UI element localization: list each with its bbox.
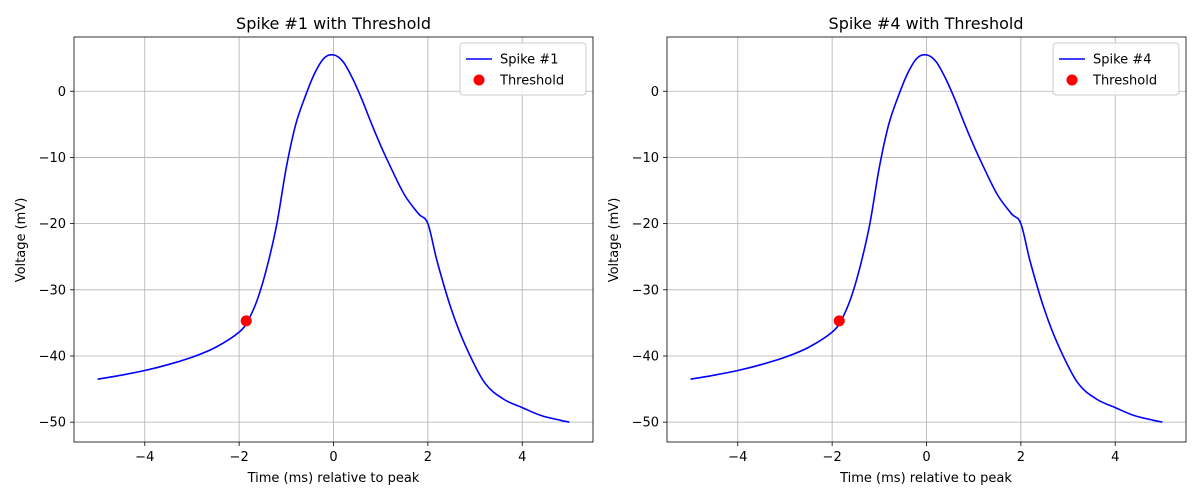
x-axis-label: Time (ms) relative to peak [247, 471, 420, 486]
legend-box [1052, 42, 1180, 96]
grid [667, 37, 1186, 442]
x-axis-label: Time (ms) relative to peak [839, 471, 1012, 486]
series-line [97, 53, 570, 423]
chart-title: Spike #1 with Threshold [236, 14, 431, 33]
chart-title: Spike #4 with Threshold [829, 14, 1024, 33]
x-axis-ticks: −4 −2 0 2 4 [135, 442, 526, 465]
y-tick-label: −10 [39, 151, 66, 166]
x-tick-label: −4 [728, 450, 747, 465]
plot-area [690, 53, 1163, 423]
x-tick-label: 4 [1111, 450, 1119, 465]
y-tick-label: 0 [651, 85, 659, 100]
y-axis-label: Voltage (mV) [607, 198, 622, 283]
x-tick-label: 0 [329, 450, 337, 465]
grid [74, 37, 593, 442]
legend-box [459, 42, 587, 96]
y-axis-label: Voltage (mV) [14, 198, 29, 283]
series-line [690, 53, 1163, 423]
y-axis-ticks: 0 −10 −20 −30 −40 −50 [39, 85, 74, 431]
legend-label: Threshold [1092, 74, 1157, 89]
y-tick-label: −20 [39, 217, 66, 232]
x-tick-label: −2 [230, 450, 249, 465]
legend: Spike #4 Threshold [1052, 42, 1180, 96]
y-axis-ticks: 0 −10 −20 −30 −40 −50 [632, 85, 667, 431]
legend-label: Threshold [499, 74, 564, 89]
x-tick-label: 2 [424, 450, 432, 465]
x-tick-label: −4 [135, 450, 154, 465]
x-axis-ticks: −4 −2 0 2 4 [728, 442, 1119, 465]
threshold-point [240, 315, 252, 327]
y-tick-label: −40 [39, 349, 66, 364]
y-tick-label: −40 [632, 349, 659, 364]
x-tick-label: −2 [823, 450, 842, 465]
y-tick-label: −50 [39, 416, 66, 431]
legend: Spike #1 Threshold [459, 42, 587, 96]
plot-area [97, 53, 570, 423]
y-tick-label: −10 [632, 151, 659, 166]
legend-label: Spike #4 [1093, 53, 1151, 68]
x-tick-label: 2 [1017, 450, 1025, 465]
threshold-point [833, 315, 845, 327]
chart-spike-4: Spike #4 with Threshold −4 −2 0 2 4 0−10−20−… [607, 14, 1187, 486]
y-tick-label: 0 [58, 85, 66, 100]
legend-threshold-marker [473, 74, 485, 86]
y-tick-label: −20 [632, 217, 659, 232]
legend-threshold-marker [1066, 74, 1078, 86]
x-tick-label: 4 [518, 450, 526, 465]
legend-label: Spike #1 [500, 53, 558, 68]
y-tick-label: −30 [632, 283, 659, 298]
chart-spike-1: Spike #1 with Threshold −4 −2 0 2 4 0−10−20−… [14, 14, 594, 486]
y-tick-label: −30 [39, 283, 66, 298]
y-tick-label: −50 [632, 416, 659, 431]
x-tick-label: 0 [922, 450, 930, 465]
